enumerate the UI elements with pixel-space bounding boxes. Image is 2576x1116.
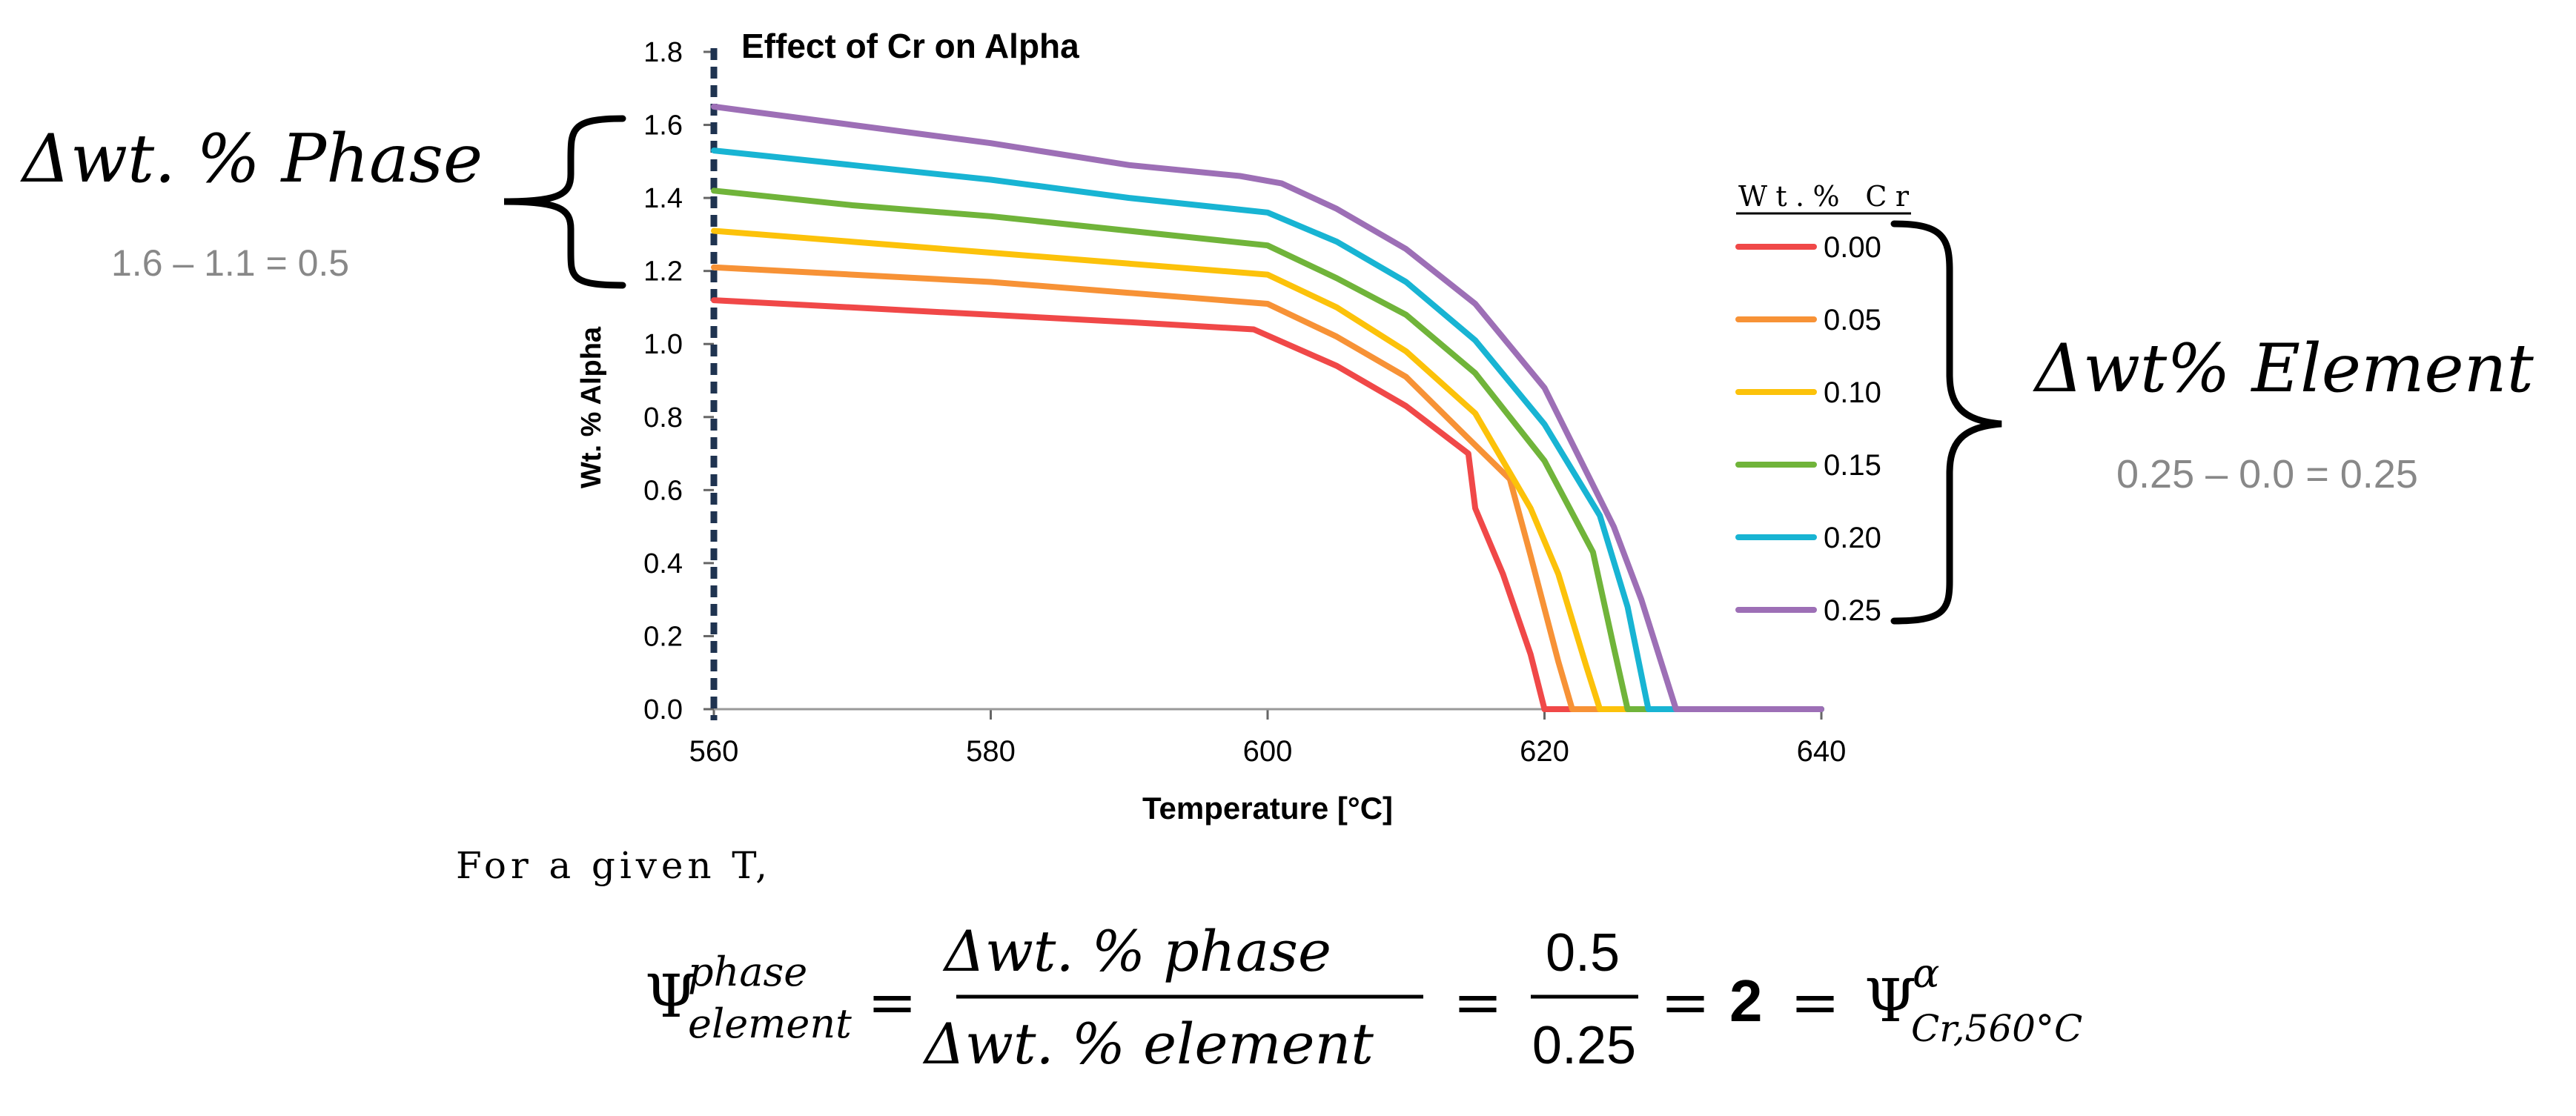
series-line-0.20 (711, 147, 1824, 712)
equals-3: = (1661, 968, 1710, 1037)
fraction-denominator: Δwt. % element (922, 1011, 1374, 1077)
legend-label-0.25: 0.25 (1824, 594, 1881, 627)
phase-annotation: Δwt. % Phase 1.6 – 1.1 = 0.5 (20, 115, 626, 289)
rhs-subscript: Cr,560°C (1911, 1007, 2082, 1050)
legend-label-0.15: 0.15 (1824, 449, 1881, 482)
rhs-psi-symbol: Ψ (1864, 966, 1916, 1035)
equals-4: = (1790, 968, 1840, 1037)
equation: Ψ phase element = Δwt. % phase Δwt. % el… (645, 918, 2082, 1077)
legend-label-0.05: 0.05 (1824, 304, 1881, 336)
element-annotation: Δwt% Element 0.25 – 0.0 = 0.25 (1890, 220, 2534, 625)
legend-label-0.20: 0.20 (1824, 522, 1881, 554)
x-axis-label: Temperature [°C] (1142, 791, 1393, 826)
phase-brace (503, 115, 626, 289)
value-numerator: 0.5 (1546, 923, 1620, 983)
chart: Effect of Cr on Alpha Wt. % Alpha Temper… (576, 27, 1911, 826)
series-line-0.15 (711, 187, 1824, 712)
series-line-0.10 (711, 227, 1824, 712)
x-tick-label: 580 (966, 735, 1016, 768)
x-tick-label: 640 (1797, 735, 1847, 768)
y-axis-label: Wt. % Alpha (576, 326, 607, 488)
psi-superscript: phase (688, 949, 807, 995)
y-tick-label: 1.8 (643, 37, 683, 68)
result-value: 2 (1729, 968, 1763, 1034)
x-tick-label: 560 (689, 735, 739, 768)
x-ticks: 560 580 600 620 640 (689, 709, 1847, 768)
element-label: Δwt% Element (2033, 330, 2534, 408)
given-t-text: For a given T, (456, 844, 767, 887)
series-lines (711, 103, 1824, 712)
y-ticks: 0.0 0.2 0.4 0.6 0.8 1.0 1.2 1.4 1.6 1.8 (643, 37, 714, 725)
phase-calc: 1.6 – 1.1 = 0.5 (111, 242, 349, 284)
rhs-superscript: α (1913, 950, 1939, 997)
psi-symbol: Ψ (645, 962, 697, 1031)
y-tick-label: 0.6 (643, 475, 683, 506)
x-tick-label: 600 (1243, 735, 1293, 768)
legend: Wt.% Cr 0.00 0.05 0.10 0.15 0.20 0.25 (1735, 180, 1911, 627)
y-tick-label: 0.2 (643, 621, 683, 652)
psi-subscript: element (688, 1000, 852, 1047)
element-brace (1890, 220, 2002, 625)
chart-title: Effect of Cr on Alpha (741, 27, 1079, 65)
element-calc: 0.25 – 0.0 = 0.25 (2116, 452, 2418, 496)
series-line-0.25 (711, 103, 1824, 712)
equals-2: = (1453, 968, 1503, 1037)
value-denominator: 0.25 (1532, 1016, 1636, 1075)
legend-label-0.00: 0.00 (1824, 231, 1881, 264)
equals-1: = (867, 968, 917, 1037)
y-tick-label: 1.6 (643, 110, 683, 142)
legend-items: 0.00 0.05 0.10 0.15 0.20 0.25 (1735, 231, 1881, 627)
y-tick-label: 0.8 (643, 402, 683, 434)
y-tick-label: 1.0 (643, 329, 683, 360)
y-tick-label: 0.0 (643, 694, 683, 725)
y-tick-label: 0.4 (643, 548, 683, 579)
y-tick-label: 1.4 (643, 183, 683, 214)
legend-title: Wt.% Cr (1738, 180, 1910, 213)
y-tick-label: 1.2 (643, 256, 683, 288)
fraction-numerator: Δwt. % phase (942, 918, 1331, 984)
legend-label-0.10: 0.10 (1824, 376, 1881, 409)
x-tick-label: 620 (1520, 735, 1569, 768)
phase-label: Δwt. % Phase (20, 120, 483, 198)
